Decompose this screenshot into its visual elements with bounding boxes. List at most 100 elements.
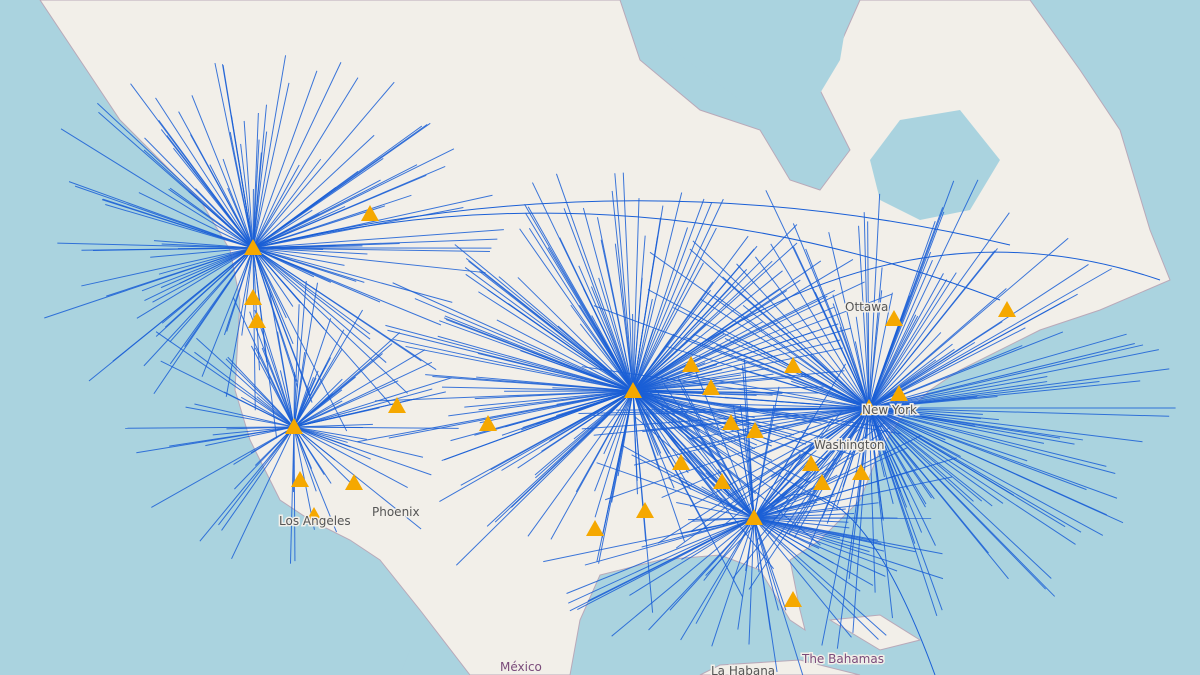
route-line (677, 376, 755, 519)
route-line (191, 95, 254, 249)
route-line (867, 221, 870, 409)
route-line (676, 502, 755, 519)
route-line (293, 426, 355, 487)
triangle-icon[interactable] (802, 455, 820, 471)
route-line (632, 295, 828, 392)
route-line (868, 407, 935, 500)
route-line (632, 279, 801, 392)
route-line (252, 55, 287, 249)
triangle-icon[interactable] (998, 301, 1016, 317)
route-line (604, 407, 870, 501)
route-line (582, 207, 634, 392)
route-line (632, 202, 713, 392)
triangle-icon[interactable] (860, 399, 878, 415)
triangle-icon[interactable] (248, 312, 266, 328)
triangle-icon[interactable] (244, 289, 262, 305)
triangle-icon[interactable] (745, 509, 763, 525)
route-line (603, 390, 634, 455)
label-havana: La Habana (711, 664, 775, 675)
route-line (753, 517, 849, 523)
route-line (160, 247, 254, 289)
route-line (293, 426, 424, 458)
route-line (868, 407, 961, 457)
triangle-icon[interactable] (813, 474, 831, 490)
route-line (261, 347, 295, 428)
triangle-icon[interactable] (682, 356, 700, 372)
triangle-icon[interactable] (305, 507, 323, 523)
route-line (596, 217, 634, 392)
triangle-icon[interactable] (244, 239, 262, 255)
route-line (240, 396, 295, 428)
triangle-icon[interactable] (722, 414, 740, 430)
route-line (629, 517, 755, 596)
triangle-icon[interactable] (713, 473, 731, 489)
route-line (868, 237, 1069, 409)
route-line (753, 453, 801, 519)
route-line (252, 170, 359, 249)
triangle-icon[interactable] (702, 379, 720, 395)
triangle-icon[interactable] (291, 471, 309, 487)
route-line (632, 390, 654, 613)
triangle-icon[interactable] (361, 205, 379, 221)
triangle-icon[interactable] (586, 520, 604, 536)
route-line (832, 303, 870, 409)
triangle-icon[interactable] (285, 418, 303, 434)
route-line (868, 407, 876, 593)
triangle-icon[interactable] (388, 397, 406, 413)
route-line (252, 247, 345, 266)
route-line (753, 517, 874, 586)
route-line (196, 337, 295, 428)
route-line (632, 251, 1161, 392)
route-line (293, 400, 343, 428)
triangle-icon[interactable] (890, 385, 908, 401)
route-line (293, 304, 300, 428)
triangle-icon[interactable] (624, 382, 642, 398)
route-line (293, 426, 348, 443)
route-line (858, 225, 870, 409)
route-line (753, 517, 879, 541)
route-line (535, 390, 634, 479)
route-line (252, 247, 260, 371)
route-line (632, 386, 824, 392)
route-line (293, 351, 306, 428)
route-line (632, 198, 705, 392)
route-line (632, 293, 892, 392)
route-line (868, 343, 953, 409)
route-line (647, 388, 755, 519)
route-line (105, 204, 254, 249)
route-line (155, 97, 254, 249)
route-line (632, 298, 653, 392)
triangle-icon[interactable] (885, 310, 903, 326)
route-line (855, 316, 870, 409)
route-line (252, 200, 1011, 249)
route-line (199, 426, 295, 542)
route-line (590, 286, 634, 392)
route-line (252, 247, 453, 303)
route-line (755, 256, 870, 409)
route-line (742, 304, 870, 409)
triangle-icon[interactable] (784, 357, 802, 373)
triangle-icon[interactable] (479, 415, 497, 431)
route-line (868, 368, 1170, 409)
triangle-icon[interactable] (636, 502, 654, 518)
route-line (868, 292, 893, 409)
route-line (189, 134, 254, 249)
triangle-icon[interactable] (784, 591, 802, 607)
route-line (821, 407, 870, 646)
route-line (201, 247, 254, 377)
route-line (385, 324, 634, 392)
triangle-icon[interactable] (746, 422, 764, 438)
route-line (293, 426, 296, 562)
triangle-icon[interactable] (345, 474, 363, 490)
route-line (868, 273, 944, 409)
route-line (668, 478, 755, 519)
triangle-icon[interactable] (852, 464, 870, 480)
route-line (598, 277, 634, 392)
route-line (753, 517, 944, 580)
route-line (98, 111, 254, 249)
route-line (252, 247, 371, 340)
route-line (631, 454, 755, 519)
route-line (632, 262, 704, 392)
triangle-icon[interactable] (672, 454, 690, 470)
